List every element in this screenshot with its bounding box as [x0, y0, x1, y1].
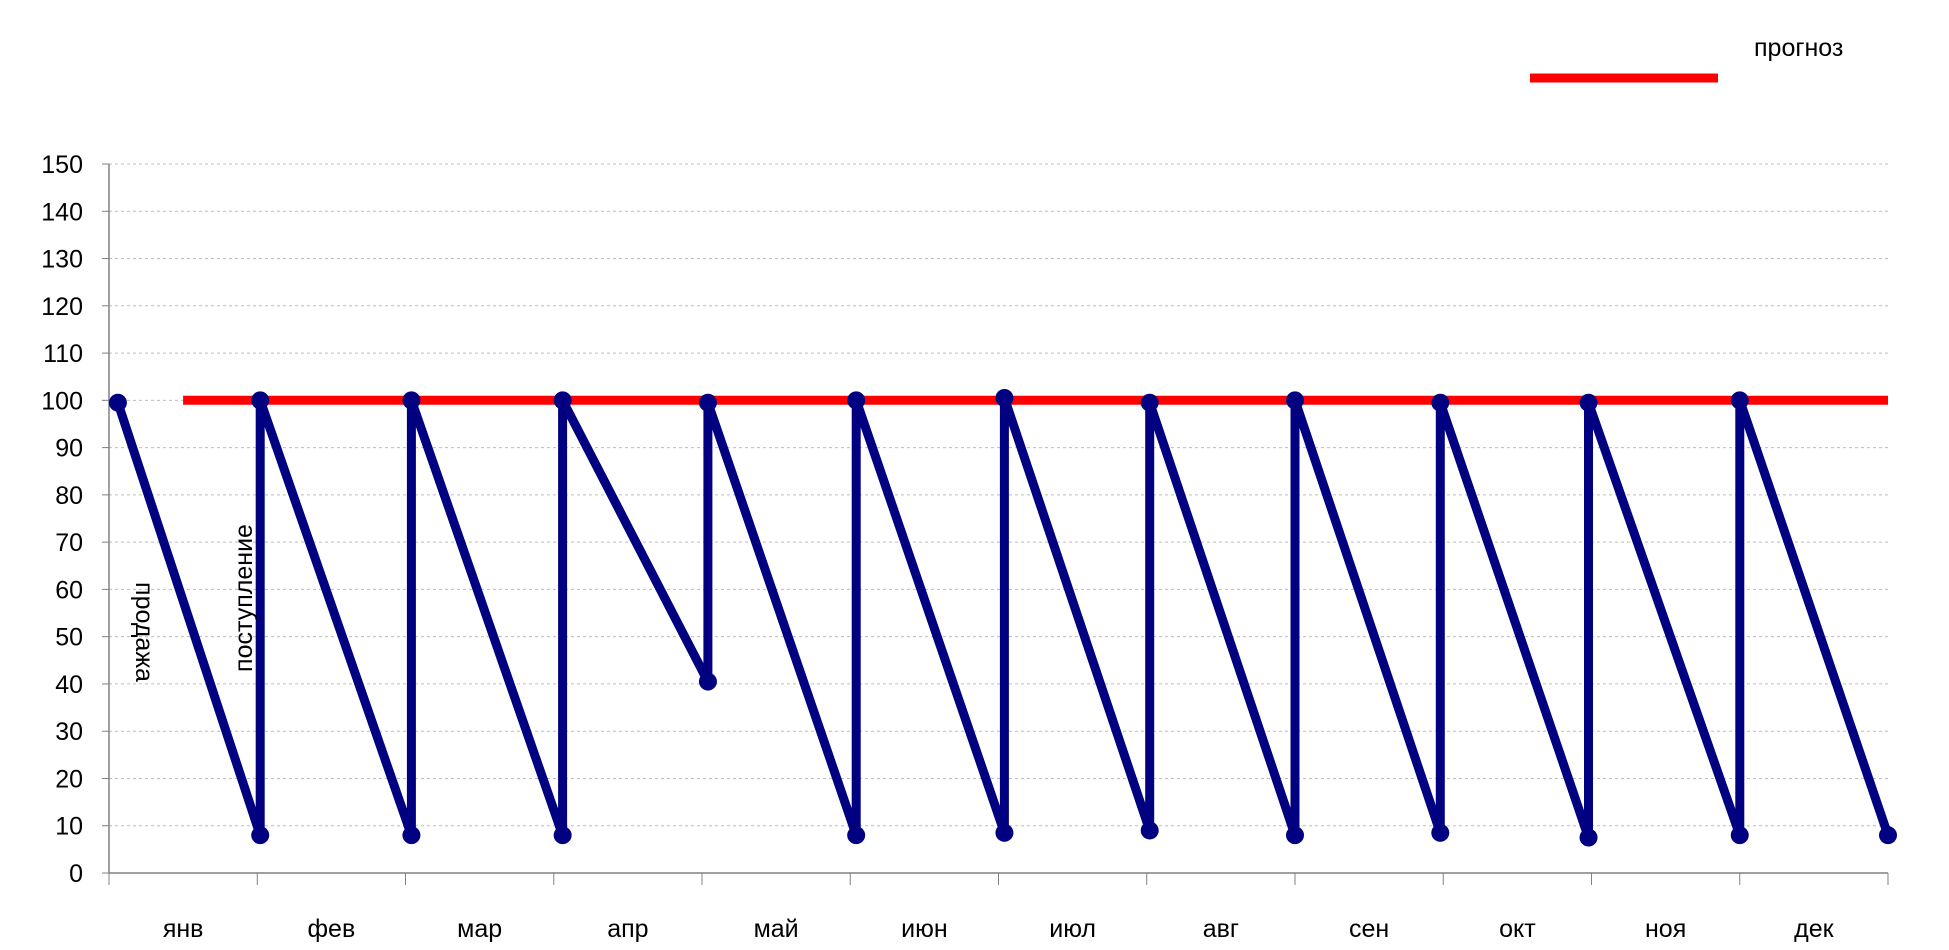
x-tick-label: ноя: [1645, 915, 1686, 943]
x-tick-label: фев: [307, 915, 355, 943]
x-tick-label: окт: [1499, 915, 1536, 943]
data-point: [995, 388, 1014, 407]
y-tick-label: 70: [55, 529, 83, 557]
annotations: продажа поступление: [130, 524, 258, 682]
y-tick-label: 120: [41, 293, 83, 321]
x-tick-label: мар: [457, 915, 502, 943]
y-tick-label: 140: [41, 198, 83, 226]
y-tick-label: 30: [55, 718, 83, 746]
annotation-sale: продажа: [130, 582, 158, 682]
data-point: [698, 672, 717, 691]
data-point: [251, 391, 270, 410]
data-point: [1579, 393, 1598, 412]
x-tick-label: янв: [163, 915, 204, 943]
data-point: [1286, 826, 1304, 845]
legend-label-forecast: прогноз: [1754, 34, 1843, 62]
y-tick-label: 0: [69, 860, 83, 888]
data-point: [1730, 826, 1749, 845]
y-tick-label: 130: [41, 246, 83, 274]
data-point: [1431, 393, 1450, 412]
data-point: [995, 823, 1014, 842]
data-point: [402, 826, 421, 845]
y-tick-label: 40: [55, 671, 83, 699]
y-tick-label: 90: [55, 435, 83, 463]
data-point: [402, 391, 421, 410]
y-tick-label: 10: [55, 813, 83, 841]
x-tick-label: май: [754, 915, 799, 943]
data-point: [847, 391, 866, 410]
y-axis-ticks: 0 10 20 30 40 50 60 70 80 90 100 110 120 130 140 150: [41, 151, 109, 888]
y-tick-label: 110: [43, 340, 83, 368]
stock-line: [113, 393, 1893, 842]
data-point: [1879, 826, 1897, 845]
gridlines: [109, 163, 1888, 827]
data-point: [1140, 821, 1159, 840]
y-tick-label: 50: [55, 624, 83, 652]
y-tick-label: 20: [55, 765, 83, 793]
data-point: [553, 826, 572, 845]
y-tick-label: 100: [41, 387, 83, 415]
axes: [108, 164, 1888, 874]
data-point: [1730, 391, 1749, 410]
data-point: [251, 826, 270, 845]
x-axis-labels: янв фев мар апр май июн июл авг сен окт ноя дек: [108, 873, 1889, 943]
legend: прогноз: [1530, 34, 1843, 83]
data-point: [553, 391, 572, 410]
x-tick-label: июл: [1049, 915, 1096, 943]
annotation-supply: поступление: [230, 524, 258, 672]
x-tick-label: дек: [1794, 915, 1834, 943]
data-point: [1286, 391, 1304, 410]
x-tick-label: сен: [1349, 915, 1389, 943]
data-point: [1431, 823, 1450, 842]
series-layer: [108, 388, 1897, 847]
data-point: [698, 393, 717, 412]
x-tick-label: июн: [901, 915, 948, 943]
y-tick-label: 80: [55, 482, 83, 510]
y-tick-label: 150: [41, 151, 83, 179]
data-point: [1579, 828, 1598, 847]
x-tick-label: апр: [607, 915, 648, 943]
data-point: [1140, 393, 1159, 412]
data-point: [108, 393, 127, 412]
y-tick-label: 60: [55, 576, 83, 604]
data-point: [847, 826, 866, 845]
x-tick-label: авг: [1203, 915, 1239, 943]
